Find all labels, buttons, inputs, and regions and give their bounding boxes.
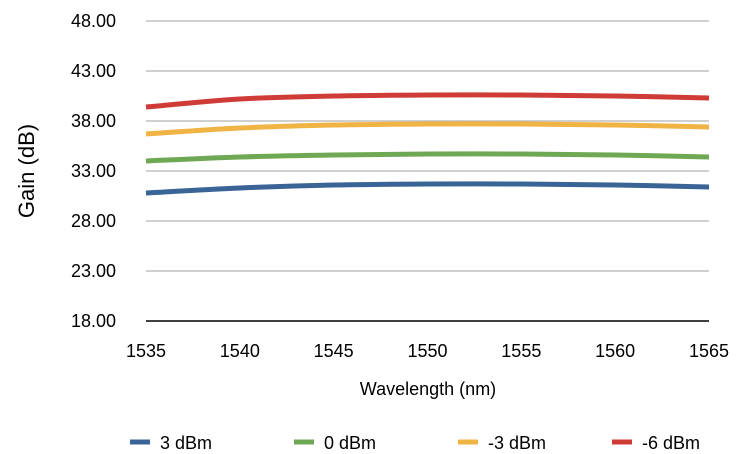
legend-label: -6 dBm — [642, 433, 700, 453]
series-line-6-dbm — [145, 92, 710, 110]
y-tick-label: 23.00 — [71, 261, 116, 281]
x-tick-label: 1545 — [314, 341, 354, 361]
x-tick-labels: 1535 1540 1545 1550 1555 1560 1565 — [126, 341, 729, 361]
legend: 3 dBm 0 dBm -3 dBm -6 dBm — [130, 433, 700, 453]
y-tick-label: 48.00 — [71, 11, 116, 31]
legend-label: 0 dBm — [324, 433, 376, 453]
y-tick-label: 43.00 — [71, 61, 116, 81]
x-tick-label: 1555 — [501, 341, 541, 361]
x-tick-label: 1560 — [595, 341, 635, 361]
y-tick-label: 33.00 — [71, 161, 116, 181]
y-tick-label: 28.00 — [71, 211, 116, 231]
legend-label: 3 dBm — [160, 433, 212, 453]
y-axis-title: Gain (dB) — [14, 124, 39, 218]
series-line-3-dbm — [145, 121, 710, 137]
y-tick-labels: 18.00 23.00 28.00 33.00 38.00 43.00 48.00 — [71, 11, 116, 331]
y-tick-label: 38.00 — [71, 111, 116, 131]
y-tick-label: 18.00 — [71, 311, 116, 331]
x-tick-label: 1535 — [126, 341, 166, 361]
series-line-0-dbm — [145, 151, 710, 164]
gridlines — [146, 20, 709, 272]
x-tick-label: 1550 — [407, 341, 447, 361]
series-line-3-dbm — [145, 181, 710, 196]
x-tick-label: 1565 — [689, 341, 729, 361]
x-tick-label: 1540 — [220, 341, 260, 361]
x-axis-title: Wavelength (nm) — [360, 379, 496, 399]
legend-label: -3 dBm — [488, 433, 546, 453]
series-lines — [145, 92, 710, 196]
